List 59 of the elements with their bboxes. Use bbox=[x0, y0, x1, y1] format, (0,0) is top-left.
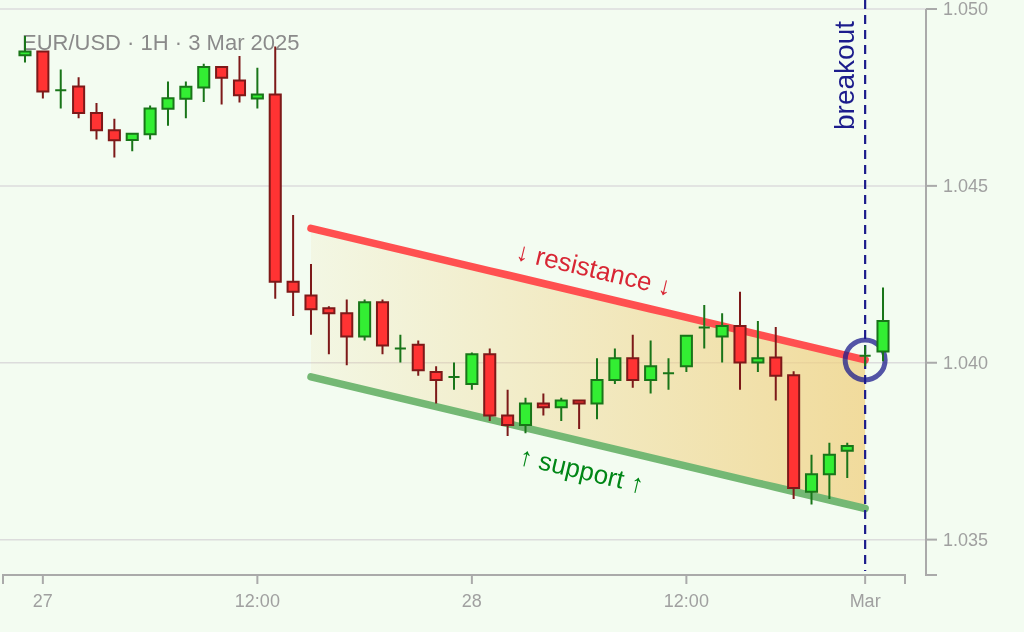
candlestick bbox=[626, 333, 640, 389]
candlestick bbox=[286, 213, 300, 318]
text: ↑ support ↑ bbox=[516, 440, 647, 500]
candlestick bbox=[554, 396, 568, 423]
candlestick bbox=[751, 320, 765, 373]
candlestick bbox=[715, 312, 729, 364]
candlestick bbox=[429, 365, 443, 405]
ref-line-label: breakout bbox=[829, 20, 861, 130]
x-tick-label: 28 bbox=[461, 591, 482, 611]
candlestick bbox=[143, 104, 157, 141]
candlestick bbox=[465, 351, 479, 391]
x-tick-label: 12:00 bbox=[663, 591, 709, 611]
candlestick bbox=[215, 66, 229, 106]
candlestick bbox=[54, 68, 68, 110]
candlestick bbox=[125, 132, 139, 153]
candlestick bbox=[876, 286, 890, 363]
candlestick bbox=[858, 344, 872, 368]
candlestick bbox=[411, 339, 425, 377]
candlestick bbox=[358, 298, 372, 342]
candlestick bbox=[644, 339, 658, 395]
x-tick-label: 12:00 bbox=[234, 591, 280, 611]
candlestick bbox=[483, 347, 497, 423]
candlestick bbox=[518, 396, 533, 435]
candlestick bbox=[304, 263, 318, 336]
candlestick bbox=[89, 102, 104, 141]
candlestick bbox=[840, 441, 854, 480]
candlestick bbox=[679, 333, 693, 373]
y-tick-label: 1.045 bbox=[943, 175, 989, 196]
candlestick bbox=[322, 305, 336, 356]
y-tick-label: 1.040 bbox=[943, 352, 989, 373]
candlestick bbox=[161, 80, 175, 127]
candlestick bbox=[501, 388, 515, 437]
candlestick bbox=[232, 55, 247, 104]
candlestick bbox=[536, 392, 550, 417]
candlestick bbox=[107, 117, 121, 159]
candlestick bbox=[393, 333, 407, 364]
text: ↓ resistance ↓ bbox=[513, 235, 675, 302]
candlestick bbox=[590, 357, 604, 421]
candlestick bbox=[804, 453, 819, 506]
candlestick bbox=[697, 304, 711, 350]
y-tick-label: 1.035 bbox=[943, 529, 989, 550]
candlestick bbox=[447, 361, 461, 391]
candlestick bbox=[250, 66, 264, 110]
candlestick bbox=[608, 347, 622, 385]
candlestick bbox=[572, 399, 586, 430]
candlestick bbox=[375, 298, 390, 356]
candlestick bbox=[661, 357, 676, 391]
candlestick bbox=[72, 76, 86, 120]
x-tick-label: Mar bbox=[849, 591, 881, 611]
candlestick bbox=[36, 49, 50, 100]
x-tick-label: 27 bbox=[32, 591, 53, 611]
candlestick bbox=[340, 298, 354, 367]
y-tick-label: 1.050 bbox=[943, 0, 989, 19]
candlestick bbox=[787, 370, 801, 500]
candlestick bbox=[197, 62, 211, 104]
candlestick bbox=[822, 441, 836, 500]
candlestick bbox=[179, 80, 193, 120]
candlestick bbox=[733, 290, 747, 391]
candlestick bbox=[769, 326, 783, 402]
